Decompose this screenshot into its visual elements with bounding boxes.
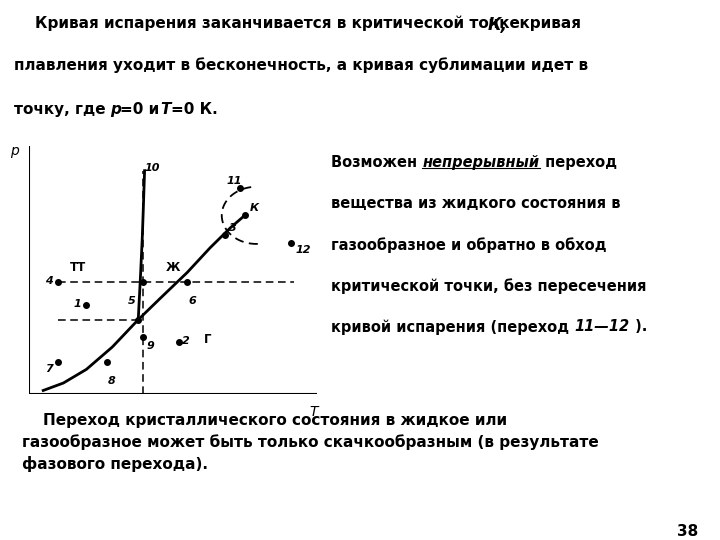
Text: T: T xyxy=(310,404,318,418)
Text: 38: 38 xyxy=(677,524,698,539)
Text: Кривая испарения заканчивается в критической точке: Кривая испарения заканчивается в критиче… xyxy=(14,16,526,31)
Text: Т: Т xyxy=(161,102,171,117)
Text: 8: 8 xyxy=(108,376,116,386)
Text: =0 К.: =0 К. xyxy=(171,102,217,117)
Text: Ж: Ж xyxy=(166,261,180,274)
Text: Г: Г xyxy=(204,333,211,346)
Text: непрерывный: непрерывный xyxy=(423,156,539,170)
Text: 11: 11 xyxy=(226,176,242,186)
Text: кривая: кривая xyxy=(509,16,581,31)
Text: точку, где: точку, где xyxy=(14,102,112,117)
Text: p: p xyxy=(10,144,19,158)
Text: плавления уходит в бесконечность, а кривая сублимации идет в: плавления уходит в бесконечность, а крив… xyxy=(14,57,588,73)
Text: =0 и: =0 и xyxy=(120,102,165,117)
Text: Переход кристаллического состояния в жидкое или
газообразное может быть только с: Переход кристаллического состояния в жид… xyxy=(22,413,598,472)
Text: вещества из жидкого состояния в: вещества из жидкого состояния в xyxy=(331,197,621,211)
Text: К,: К, xyxy=(488,16,508,34)
Text: переход: переход xyxy=(539,156,617,170)
Text: газообразное и обратно в обход: газообразное и обратно в обход xyxy=(331,238,607,253)
Text: 10: 10 xyxy=(145,163,161,173)
Text: 5: 5 xyxy=(127,296,135,306)
Text: 7: 7 xyxy=(45,364,53,374)
Text: 3: 3 xyxy=(229,222,237,233)
Text: кривой испарения (переход: кривой испарения (переход xyxy=(331,320,575,335)
Text: 9: 9 xyxy=(146,341,154,351)
Text: р: р xyxy=(109,102,121,117)
Text: 11—12: 11—12 xyxy=(575,320,629,334)
Text: ).: ). xyxy=(629,320,647,334)
Text: 6: 6 xyxy=(189,296,197,306)
Text: 2: 2 xyxy=(182,336,190,346)
Text: К: К xyxy=(250,203,259,213)
Text: критической точки, без пересечения: критической точки, без пересечения xyxy=(331,279,647,294)
Text: ТТ: ТТ xyxy=(70,261,86,274)
Text: 4: 4 xyxy=(45,276,53,286)
Text: 1: 1 xyxy=(73,299,81,308)
Text: 12: 12 xyxy=(295,245,311,255)
Text: Возможен: Возможен xyxy=(331,156,423,170)
